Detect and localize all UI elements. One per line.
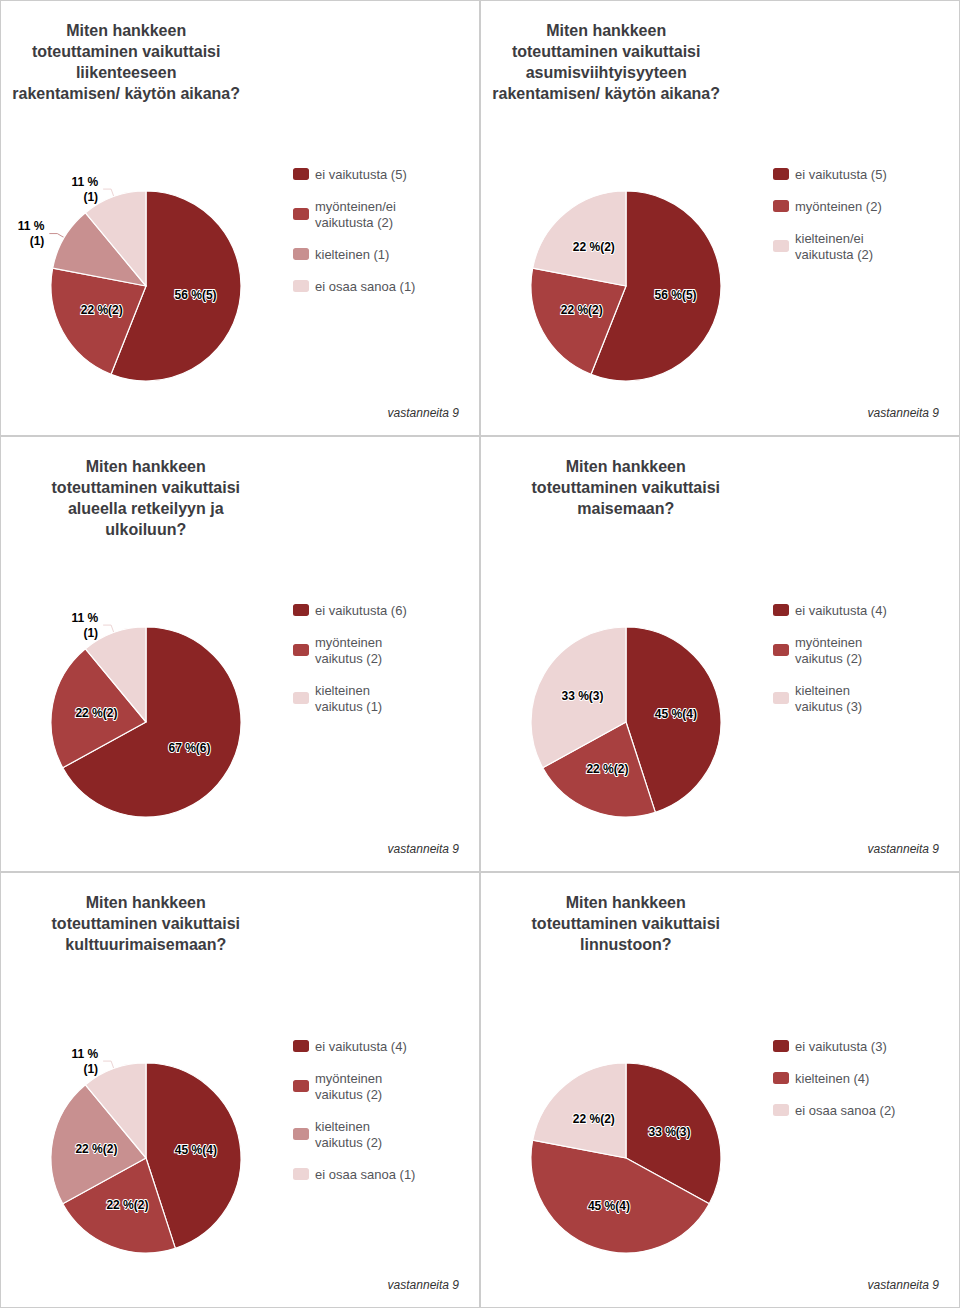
svg-text:ei osaa sanoa (2): ei osaa sanoa (2) bbox=[795, 1103, 895, 1118]
svg-text:Miten hankkeen: Miten hankkeen bbox=[546, 22, 666, 39]
svg-text:45 %(4): 45 %(4) bbox=[588, 1199, 630, 1213]
svg-text:vaikutusta (2): vaikutusta (2) bbox=[795, 247, 873, 262]
svg-text:22 %(2): 22 %(2) bbox=[81, 303, 123, 317]
svg-text:rakentamisen/ käytön aikana?: rakentamisen/ käytön aikana? bbox=[492, 85, 720, 102]
svg-text:22 %(2): 22 %(2) bbox=[75, 706, 117, 720]
svg-text:ei vaikutusta (5): ei vaikutusta (5) bbox=[795, 167, 887, 182]
svg-text:vastanneita 9: vastanneita 9 bbox=[868, 1278, 940, 1292]
svg-text:toteuttaminen vaikuttaisi: toteuttaminen vaikuttaisi bbox=[52, 479, 240, 496]
svg-text:vaikutus (2): vaikutus (2) bbox=[315, 651, 382, 666]
svg-text:vastanneita 9: vastanneita 9 bbox=[868, 842, 940, 856]
svg-text:22 %(2): 22 %(2) bbox=[573, 240, 615, 254]
svg-text:myönteinen: myönteinen bbox=[795, 635, 862, 650]
svg-text:Miten hankkeen: Miten hankkeen bbox=[566, 894, 686, 911]
svg-text:ei vaikutusta (4): ei vaikutusta (4) bbox=[795, 603, 887, 618]
svg-text:ulkoiluun?: ulkoiluun? bbox=[105, 521, 186, 538]
svg-text:kulttuurimaisemaan?: kulttuurimaisemaan? bbox=[65, 936, 226, 953]
svg-text:toteuttaminen vaikuttaisi: toteuttaminen vaikuttaisi bbox=[512, 43, 700, 60]
svg-text:33 %(3): 33 %(3) bbox=[648, 1125, 690, 1139]
svg-text:myönteinen (2): myönteinen (2) bbox=[795, 199, 882, 214]
svg-text:(1): (1) bbox=[83, 1062, 98, 1076]
svg-text:Miten hankkeen: Miten hankkeen bbox=[86, 894, 206, 911]
svg-text:vaikutusta (2): vaikutusta (2) bbox=[315, 215, 393, 230]
svg-text:myönteinen/ei: myönteinen/ei bbox=[315, 199, 396, 214]
svg-text:vaikutus (2): vaikutus (2) bbox=[315, 1087, 382, 1102]
svg-text:asumisviihtyisyyteen: asumisviihtyisyyteen bbox=[526, 64, 687, 81]
svg-text:vastanneita 9: vastanneita 9 bbox=[868, 406, 940, 420]
svg-text:ei vaikutusta (5): ei vaikutusta (5) bbox=[315, 167, 407, 182]
svg-text:vaikutus (2): vaikutus (2) bbox=[795, 651, 862, 666]
svg-text:alueella retkeilyyn ja: alueella retkeilyyn ja bbox=[68, 500, 224, 517]
svg-text:vaikutus (1): vaikutus (1) bbox=[315, 699, 382, 714]
svg-text:Miten hankkeen: Miten hankkeen bbox=[66, 22, 186, 39]
svg-text:22 %(2): 22 %(2) bbox=[561, 303, 603, 317]
svg-text:rakentamisen/ käytön aikana?: rakentamisen/ käytön aikana? bbox=[12, 85, 240, 102]
svg-text:vaikutus (2): vaikutus (2) bbox=[315, 1135, 382, 1150]
svg-text:vastanneita 9: vastanneita 9 bbox=[388, 406, 460, 420]
svg-text:kielteinen: kielteinen bbox=[315, 1119, 370, 1134]
svg-text:toteuttaminen vaikuttaisi: toteuttaminen vaikuttaisi bbox=[532, 479, 720, 496]
svg-text:kielteinen: kielteinen bbox=[315, 683, 370, 698]
svg-text:kielteinen: kielteinen bbox=[795, 683, 850, 698]
svg-text:kielteinen/ei: kielteinen/ei bbox=[795, 231, 864, 246]
svg-text:myönteinen: myönteinen bbox=[315, 1071, 382, 1086]
svg-text:ei osaa sanoa (1): ei osaa sanoa (1) bbox=[315, 1167, 415, 1182]
svg-text:11 %: 11 % bbox=[71, 175, 98, 189]
svg-text:linnustoon?: linnustoon? bbox=[580, 936, 672, 953]
svg-text:11 %: 11 % bbox=[71, 1047, 98, 1061]
svg-text:(1): (1) bbox=[83, 190, 98, 204]
svg-text:vastanneita 9: vastanneita 9 bbox=[388, 1278, 460, 1292]
svg-text:22 %(2): 22 %(2) bbox=[75, 1142, 117, 1156]
svg-text:Miten hankkeen: Miten hankkeen bbox=[86, 458, 206, 475]
svg-text:11 %: 11 % bbox=[71, 611, 98, 625]
svg-text:toteuttaminen vaikuttaisi: toteuttaminen vaikuttaisi bbox=[32, 43, 220, 60]
svg-text:11 %: 11 % bbox=[18, 219, 45, 233]
svg-text:22 %(2): 22 %(2) bbox=[573, 1112, 615, 1126]
svg-text:45 %(4): 45 %(4) bbox=[655, 707, 697, 721]
svg-text:kielteinen (4): kielteinen (4) bbox=[795, 1071, 869, 1086]
svg-text:vastanneita 9: vastanneita 9 bbox=[388, 842, 460, 856]
svg-text:45 %(4): 45 %(4) bbox=[175, 1143, 217, 1157]
svg-text:ei vaikutusta (6): ei vaikutusta (6) bbox=[315, 603, 407, 618]
svg-text:ei vaikutusta (4): ei vaikutusta (4) bbox=[315, 1039, 407, 1054]
svg-text:kielteinen (1): kielteinen (1) bbox=[315, 247, 389, 262]
svg-text:22 %(2): 22 %(2) bbox=[586, 762, 628, 776]
svg-text:liikenteeseen: liikenteeseen bbox=[76, 64, 177, 81]
svg-text:maisemaan?: maisemaan? bbox=[577, 500, 674, 517]
svg-text:ei osaa sanoa (1): ei osaa sanoa (1) bbox=[315, 279, 415, 294]
svg-text:toteuttaminen vaikuttaisi: toteuttaminen vaikuttaisi bbox=[52, 915, 240, 932]
svg-text:Miten hankkeen: Miten hankkeen bbox=[566, 458, 686, 475]
svg-text:33 %(3): 33 %(3) bbox=[562, 689, 604, 703]
svg-text:vaikutus (3): vaikutus (3) bbox=[795, 699, 862, 714]
svg-text:67 %(6): 67 %(6) bbox=[168, 741, 210, 755]
svg-text:56 %(5): 56 %(5) bbox=[175, 288, 217, 302]
svg-text:ei vaikutusta (3): ei vaikutusta (3) bbox=[795, 1039, 887, 1054]
svg-text:myönteinen: myönteinen bbox=[315, 635, 382, 650]
svg-text:(1): (1) bbox=[30, 234, 45, 248]
svg-text:(1): (1) bbox=[83, 626, 98, 640]
svg-text:56 %(5): 56 %(5) bbox=[655, 288, 697, 302]
svg-text:22 %(2): 22 %(2) bbox=[106, 1198, 148, 1212]
svg-text:toteuttaminen vaikuttaisi: toteuttaminen vaikuttaisi bbox=[532, 915, 720, 932]
